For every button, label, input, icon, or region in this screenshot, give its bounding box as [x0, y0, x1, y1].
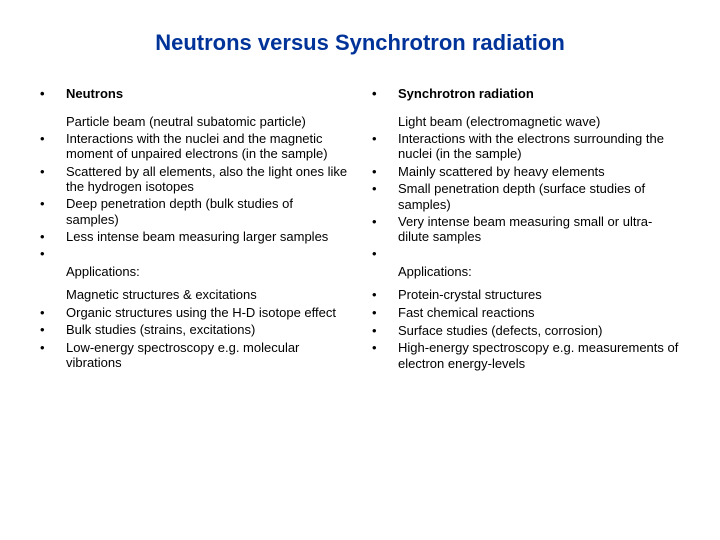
right-prop: Very intense beam measuring small or ult… — [398, 214, 680, 245]
left-prop: Deep penetration depth (bulk studies of … — [66, 196, 348, 227]
left-intro: Particle beam (neutral subatomic particl… — [66, 114, 348, 129]
left-prop: Interactions with the nuclei and the mag… — [66, 131, 348, 162]
list-item: • Interactions with the electrons surrou… — [372, 131, 680, 162]
right-prop: Mainly scattered by heavy elements — [398, 164, 680, 179]
left-apps-intro-row: Magnetic structures & excitations — [40, 287, 348, 302]
right-column: • Synchrotron radiation Light beam (elec… — [372, 86, 680, 373]
list-item: • Interactions with the nuclei and the m… — [40, 131, 348, 162]
bullet-icon: • — [372, 164, 398, 180]
bullet-icon: • — [40, 196, 66, 212]
bullet-icon: • — [40, 229, 66, 245]
list-item: • Organic structures using the H-D isoto… — [40, 305, 348, 321]
bullet-icon: • — [40, 164, 66, 180]
bullet-icon: • — [40, 131, 66, 147]
left-app: Organic structures using the H-D isotope… — [66, 305, 348, 320]
list-item: • Deep penetration depth (bulk studies o… — [40, 196, 348, 227]
slide-title: Neutrons versus Synchrotron radiation — [40, 30, 680, 56]
left-apps-label: Applications: — [66, 264, 348, 279]
left-heading: Neutrons — [66, 86, 348, 101]
bullet-icon: • — [372, 86, 398, 102]
columns: • Neutrons Particle beam (neutral subato… — [40, 86, 680, 373]
bullet-icon: • — [40, 305, 66, 321]
list-item: • Mainly scattered by heavy elements — [372, 164, 680, 180]
bullet-icon: • — [372, 214, 398, 230]
bullet-icon: • — [372, 246, 398, 262]
bullet-icon: • — [40, 246, 66, 262]
right-apps-label: Applications: — [398, 264, 680, 279]
right-heading: Synchrotron radiation — [398, 86, 680, 101]
bullet-icon: • — [372, 340, 398, 356]
list-item: • — [40, 246, 348, 262]
left-prop: Scattered by all elements, also the ligh… — [66, 164, 348, 195]
left-app: Low-energy spectroscopy e.g. molecular v… — [66, 340, 348, 371]
right-intro: Light beam (electromagnetic wave) — [398, 114, 680, 129]
bullet-icon: • — [40, 322, 66, 338]
right-app: Surface studies (defects, corrosion) — [398, 323, 680, 338]
slide: Neutrons versus Synchrotron radiation • … — [0, 0, 720, 393]
list-item: • Bulk studies (strains, excitations) — [40, 322, 348, 338]
list-item: • Surface studies (defects, corrosion) — [372, 323, 680, 339]
left-prop: Less intense beam measuring larger sampl… — [66, 229, 348, 244]
list-item: • Low-energy spectroscopy e.g. molecular… — [40, 340, 348, 371]
right-app: Fast chemical reactions — [398, 305, 680, 320]
list-item: • Fast chemical reactions — [372, 305, 680, 321]
bullet-icon: • — [372, 323, 398, 339]
left-app: Bulk studies (strains, excitations) — [66, 322, 348, 337]
right-intro-row: Light beam (electromagnetic wave) — [372, 114, 680, 129]
right-heading-row: • Synchrotron radiation — [372, 86, 680, 102]
left-apps-intro: Magnetic structures & excitations — [66, 287, 348, 302]
bullet-icon: • — [40, 340, 66, 356]
bullet-icon: • — [40, 86, 66, 102]
list-item: • High-energy spectroscopy e.g. measurem… — [372, 340, 680, 371]
right-apps-label-row: Applications: — [372, 264, 680, 279]
left-column: • Neutrons Particle beam (neutral subato… — [40, 86, 348, 373]
right-prop: Interactions with the electrons surround… — [398, 131, 680, 162]
right-prop: Small penetration depth (surface studies… — [398, 181, 680, 212]
list-item: • — [372, 246, 680, 262]
left-heading-row: • Neutrons — [40, 86, 348, 102]
bullet-icon: • — [372, 305, 398, 321]
left-apps-label-row: Applications: — [40, 264, 348, 279]
right-app: Protein-crystal structures — [398, 287, 680, 302]
list-item: • Very intense beam measuring small or u… — [372, 214, 680, 245]
bullet-icon: • — [372, 287, 398, 303]
list-item: • Protein-crystal structures — [372, 287, 680, 303]
left-intro-row: Particle beam (neutral subatomic particl… — [40, 114, 348, 129]
list-item: • Scattered by all elements, also the li… — [40, 164, 348, 195]
list-item: • Small penetration depth (surface studi… — [372, 181, 680, 212]
bullet-icon: • — [372, 181, 398, 197]
list-item: • Less intense beam measuring larger sam… — [40, 229, 348, 245]
right-app: High-energy spectroscopy e.g. measuremen… — [398, 340, 680, 371]
bullet-icon: • — [372, 131, 398, 147]
